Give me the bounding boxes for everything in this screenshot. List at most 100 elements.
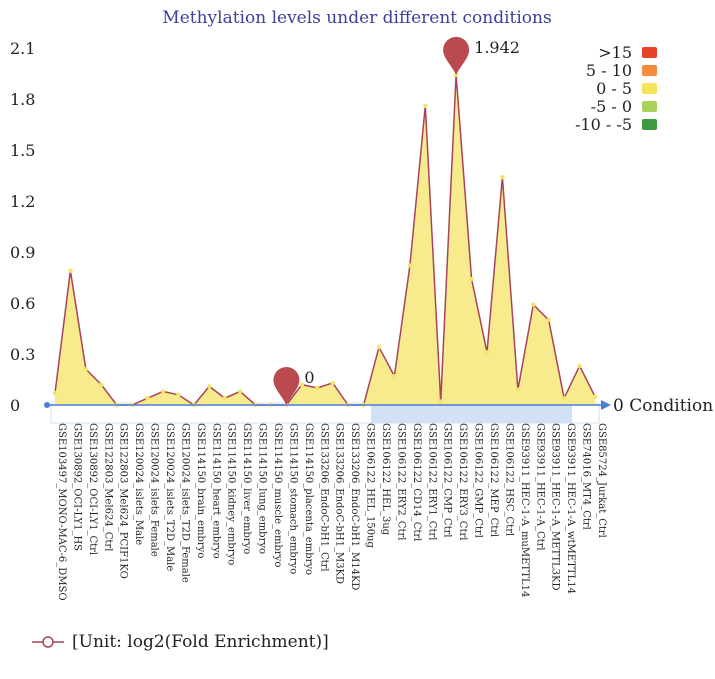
x-tick-label: GSE122803_Mel624_Ctrl [102,423,113,551]
data-point [546,317,551,323]
data-point [500,175,505,180]
data-point [407,263,413,268]
annotation-pin [273,367,300,405]
data-point [515,387,521,392]
x-tick-label: GSE120024_islets_T2D_Female [179,423,190,583]
chart-title: Methylation levels under different condi… [162,8,551,28]
data-point [423,103,428,109]
x-tick-label: GSE106122_CD14_Ctrl [411,423,422,541]
data-point [531,302,536,307]
visual-map-label: 5 - 10 [586,61,632,80]
visual-map-swatch [642,101,657,112]
y-tick-label: 0 [10,396,20,415]
x-tick-label: GSE114150_placenta_embryo [303,423,314,575]
x-tick-label: GSE114150_brain_embryo [195,423,206,558]
y-tick-label: 1.8 [10,90,35,109]
x-tick-label: GSE114150_lung_embryo [257,423,268,554]
x-tick-label: GSE106122_HEL_150ug [365,423,376,549]
zoom-window [371,403,573,423]
x-tick-label: GSE114150_stomach_embryo [287,423,298,574]
x-tick-label: GSE130892_OCI-LY1_HS [71,423,82,551]
series-legend-icon [32,636,64,648]
data-point [68,268,73,273]
visual-map-swatch [642,47,657,58]
visual-map-swatch [642,83,657,94]
x-axis-start-dot [44,402,50,408]
x-tick-label: GSE106122_ERY2_Ctrl [395,423,406,540]
data-point [160,389,166,394]
data-point [222,396,227,401]
visual-map-label: >15 [598,43,632,62]
y-tick-label: 1.2 [10,192,35,211]
x-tick-label: GSE74016_MT4_Ctrl [581,423,592,530]
visual-map-swatch [642,119,657,130]
x-tick-label: GSE130892_OCI-LY1_Ctrl [87,423,98,555]
x-tick-label: GSE120024_islets_Male [133,423,144,545]
x-tick-label: GSE106122_GMP_Ctrl [473,423,484,538]
x-tick-label: GSE120024_islets_Female [149,423,160,557]
x-tick-label: GSE103497_MONO-MAC-6_DMSO [56,423,67,601]
visual-map-swatch [642,65,657,76]
x-tick-label: GSE106122_ERY1_Ctrl [426,423,437,540]
y-tick-label: 0.3 [10,345,35,364]
x-tick-label: GSE106122_ERY3_Ctrl [457,423,468,540]
data-point [52,390,58,396]
data-point [99,382,104,387]
x-tick-label: GSE106122_CMP_Ctrl [442,423,453,538]
visual-map-legend[interactable]: >155 - 100 - 5-5 - 0-10 - -5 [575,43,657,134]
x-tick-label: GSE106122_MEP_Ctrl [488,423,499,537]
data-point [83,367,89,372]
data-point [392,373,397,379]
data-point [577,363,582,369]
visual-map-label: -5 - 0 [591,97,632,116]
series-line [54,74,596,406]
data-point [176,392,181,397]
chart: Methylation levels under different condi… [10,8,713,601]
y-tick-label: 1.5 [10,141,35,160]
y-tick-label: 2.1 [10,39,35,58]
data-point [145,396,150,401]
series-area-layer [54,74,596,406]
x-tick-label: GSE133206_EndoC-bH1_M3KD [334,423,345,584]
x-tick-label: GSE114150_kidney_embryo [226,423,237,565]
data-point [484,350,490,355]
data-point [207,384,212,389]
data-point [330,380,335,386]
x-tick-label: GSE114150_liver_embryo [241,423,252,554]
annotation-pin [443,36,470,75]
visual-map-label: 0 - 5 [596,79,632,98]
data-point [376,345,382,350]
x-axis: 0 Condition GSE103497_MONO-MAC-6_DMSO GSE1… [44,396,713,601]
y-tick-label: 0.6 [10,294,35,313]
x-tick-label: GSE122803_Mel624_PCIF1KO [118,423,129,579]
x-tick-label: GSE133206_EndoC-bH1_Ctrl [318,423,329,572]
x-tick-label: GSE93911_HEC-1-A_wtMETTL14 [565,423,576,594]
x-tick-label: GSE133206_EndoC-bH1_M14KD [349,423,360,590]
x-tick-label: GSE106122_HEL_3ug [380,423,391,536]
x-tick-label: GSE106122_HSC_Ctrl [503,423,514,536]
x-axis-arrow [601,400,611,410]
y-tick-label: 0.9 [10,243,35,262]
visual-map-label: -10 - -5 [575,115,632,134]
y-axis: 0 0.3 0.6 0.9 1.2 1.5 1.8 2.1 [10,39,35,415]
data-point [592,394,598,399]
x-tick-label: GSE114150_heart_embryo [210,423,221,559]
data-point [561,396,567,401]
data-point [237,389,243,394]
data-point [299,382,305,387]
annotation-layer: 1.942 0 [273,36,520,405]
x-tick-label: GSE93911_HEC-1-A_METTL3KD [550,423,561,591]
x-tick-label: GSE93911_HEC-1-A_muMETTL14 [519,423,530,597]
series-area [55,74,595,406]
annotation-label: 1.942 [474,38,520,57]
data-point [315,385,320,391]
data-point [453,72,459,78]
series-legend-label: [Unit: log2(Fold Enrichment)] [72,632,329,652]
x-tick-label: GSE93911_HEC-1-A_Ctrl [534,423,545,551]
x-tick-label: GSE120024_islets_T2D_Male [164,423,175,571]
x-tick-label: GSE85724_Jurkat_Ctrl [596,423,607,538]
series-legend[interactable]: [Unit: log2(Fold Enrichment)] [30,632,329,652]
data-point [469,277,474,282]
x-tick-label: GSE114150_muscle_embryo [272,423,283,567]
annotation-label: 0 [304,368,314,387]
